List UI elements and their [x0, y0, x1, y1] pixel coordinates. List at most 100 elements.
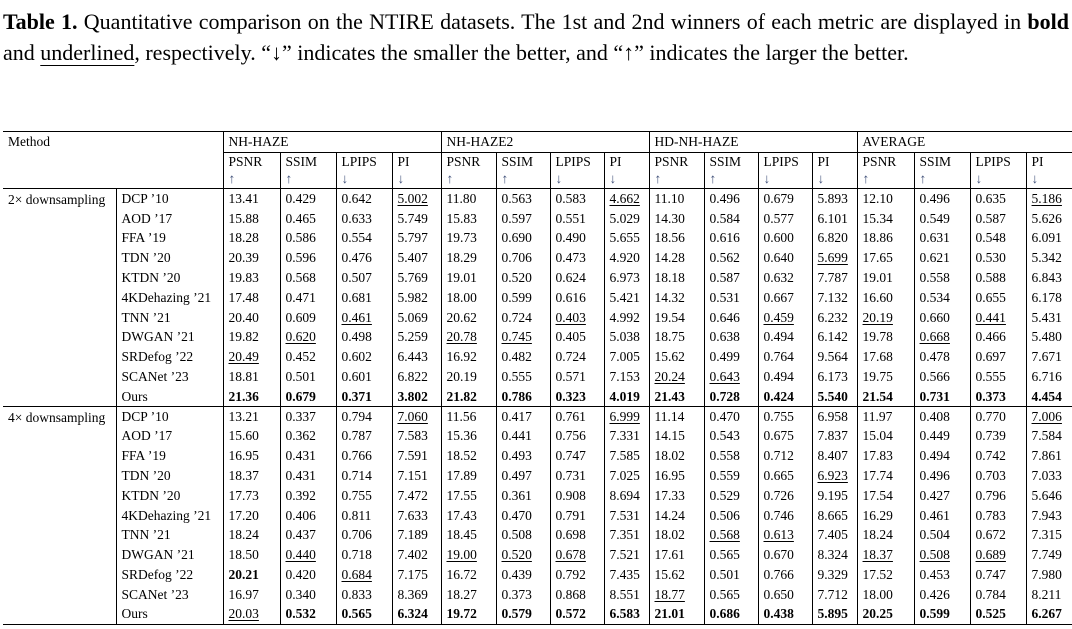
- metric-cell: 0.684: [335, 564, 392, 585]
- metric-header-cell: PSNR ↑: [856, 152, 915, 189]
- metric-cell: 0.739: [969, 426, 1027, 446]
- metric-cell: 0.746: [757, 505, 812, 526]
- metric-cell: 8.211: [1025, 584, 1072, 605]
- method-cell: DWGAN ’21: [115, 544, 223, 565]
- metric-cell: 0.461: [913, 505, 971, 526]
- metric-cell: 15.62: [648, 346, 704, 367]
- metric-cell: 7.861: [1025, 445, 1072, 466]
- metric-header-cell: LPIPS ↓: [969, 152, 1027, 189]
- metric-cell: 0.340: [279, 584, 336, 605]
- metric-cell: 0.572: [549, 604, 604, 625]
- metric-cell: 0.449: [913, 426, 971, 446]
- metric-cell: 7.351: [603, 525, 649, 545]
- method-cell: DCP ’10: [115, 188, 223, 209]
- metric-cell: 0.588: [969, 267, 1027, 288]
- metric-cell: 0.429: [279, 188, 336, 209]
- metric-cell: 11.97: [856, 405, 915, 427]
- metric-name: PI: [397, 154, 410, 169]
- metric-cell: 0.724: [495, 307, 550, 328]
- metric-cell: 5.893: [811, 188, 858, 209]
- metric-cell: 18.24: [222, 525, 280, 545]
- metric-cell: 7.787: [811, 267, 858, 288]
- metric-cell: 18.81: [222, 366, 280, 387]
- metric-name: PI: [1031, 154, 1044, 169]
- method-cell: 4KDehazing ’21: [115, 287, 223, 308]
- metric-cell: 7.315: [1025, 525, 1072, 545]
- caption-segment: bold: [1027, 9, 1069, 34]
- metric-cell: 0.501: [279, 366, 336, 387]
- metric-cell: 5.342: [1025, 247, 1072, 268]
- metric-cell: 19.54: [648, 307, 704, 328]
- metric-cell: 0.742: [969, 445, 1027, 466]
- metric-cell: 0.599: [913, 604, 971, 625]
- up-arrow-icon: ↑: [862, 170, 870, 186]
- metric-cell: 0.470: [703, 405, 758, 427]
- metric-cell: 0.424: [757, 386, 812, 407]
- metric-cell: 0.470: [495, 505, 550, 526]
- metric-cell: 0.571: [549, 366, 604, 387]
- metric-cell: 6.822: [391, 366, 441, 387]
- method-cell: SRDefog ’22: [115, 564, 223, 585]
- metric-cell: 6.324: [391, 604, 441, 625]
- metric-cell: 0.493: [495, 445, 550, 466]
- metric-cell: 4.992: [603, 307, 649, 328]
- metric-cell: 0.392: [279, 485, 336, 506]
- metric-cell: 0.507: [335, 267, 392, 288]
- metric-cell: 0.520: [495, 544, 550, 565]
- metric-name: PSNR: [228, 154, 263, 169]
- metric-name: SSIM: [285, 154, 318, 169]
- table-row: FFA ’19 18.28 0.586 0.554 5.797 19.73 0.690 0.4…: [3, 228, 1072, 248]
- down-arrow-icon: ↓: [609, 170, 617, 186]
- metric-cell: 0.406: [279, 505, 336, 526]
- metric-cell: 0.494: [913, 445, 971, 466]
- metric-cell: 7.189: [391, 525, 441, 545]
- metric-cell: 5.626: [1025, 208, 1072, 229]
- caption-segment: underlined: [40, 39, 135, 65]
- metric-cell: 7.005: [603, 346, 649, 367]
- metric-cell: 0.439: [495, 564, 550, 585]
- metric-cell: 7.712: [811, 584, 858, 605]
- metric-cell: 7.435: [603, 564, 649, 585]
- metric-cell: 0.675: [757, 426, 812, 446]
- metric-cell: 7.006: [1025, 405, 1072, 427]
- metric-cell: 0.494: [757, 327, 812, 347]
- metric-cell: 0.431: [279, 465, 336, 486]
- metric-cell: 18.00: [440, 287, 496, 308]
- metric-cell: 6.958: [811, 405, 858, 427]
- metric-cell: 0.563: [495, 188, 550, 209]
- metric-name: SSIM: [919, 154, 952, 169]
- table-row: TDN ’20 20.39 0.596 0.476 5.407 18.29 0.706 0.4…: [3, 247, 1072, 268]
- caption-segment: Table 1.: [3, 9, 78, 34]
- metric-cell: 20.62: [440, 307, 496, 328]
- metric-cell: 0.471: [279, 287, 336, 308]
- metric-cell: 13.41: [222, 188, 280, 209]
- metric-cell: 7.132: [811, 287, 858, 308]
- metric-cell: 9.195: [811, 485, 858, 506]
- metric-cell: 0.459: [757, 307, 812, 328]
- metric-cell: 21.54: [856, 386, 915, 407]
- metric-cell: 15.88: [222, 208, 280, 229]
- metric-cell: 0.787: [335, 426, 392, 446]
- metric-cell: 0.583: [549, 188, 604, 209]
- metric-cell: 17.61: [648, 544, 704, 565]
- metric-name: PSNR: [446, 154, 481, 169]
- table-caption: Table 1. Quantitative comparison on the …: [3, 7, 1069, 68]
- metric-cell: 21.43: [648, 386, 704, 407]
- metric-cell: 0.565: [703, 584, 758, 605]
- metric-cell: 6.716: [1025, 366, 1072, 387]
- metric-cell: 0.558: [913, 267, 971, 288]
- metric-cell: 7.521: [603, 544, 649, 565]
- table-row: KTDN ’20 17.73 0.392 0.755 7.472 17.55 0.361 0.…: [3, 485, 1072, 506]
- method-cell: TDN ’20: [115, 247, 223, 268]
- method-cell: DWGAN ’21: [115, 327, 223, 347]
- metric-cell: 0.747: [969, 564, 1027, 585]
- metric-cell: 0.690: [495, 228, 550, 248]
- metric-cell: 0.712: [757, 445, 812, 466]
- metric-cell: 0.568: [703, 525, 758, 545]
- metric-cell: 0.586: [279, 228, 336, 248]
- metric-header-cell: PSNR ↑: [648, 152, 704, 189]
- metric-cell: 0.596: [279, 247, 336, 268]
- metric-cell: 0.868: [549, 584, 604, 605]
- metric-cell: 0.476: [335, 247, 392, 268]
- metric-cell: 0.426: [913, 584, 971, 605]
